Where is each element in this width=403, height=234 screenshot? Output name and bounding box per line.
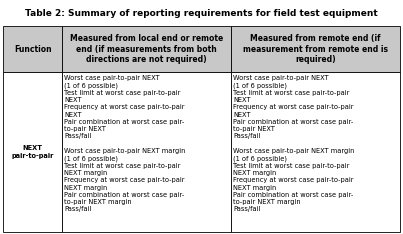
Text: Table 2: Summary of reporting requirements for field test equipment: Table 2: Summary of reporting requiremen… (25, 9, 378, 18)
Bar (3, 72, 62, 232)
Bar (231, 72, 400, 232)
Text: Worst case pair-to-pair NEXT
(1 of 6 possible)
Test limit at worst case pair-to-: Worst case pair-to-pair NEXT (1 of 6 pos… (233, 75, 355, 212)
Text: Worst case pair-to-pair NEXT
(1 of 6 possible)
Test limit at worst case pair-to-: Worst case pair-to-pair NEXT (1 of 6 pos… (64, 75, 186, 212)
Bar (62, 72, 231, 232)
Text: Function: Function (14, 44, 51, 54)
Bar (231, 26, 400, 72)
Bar (3, 26, 62, 72)
Text: NEXT
pair-to-pair: NEXT pair-to-pair (11, 146, 54, 159)
Bar (62, 26, 231, 72)
Text: Measured from remote end (if
measurement from remote end is
required): Measured from remote end (if measurement… (243, 34, 388, 64)
Text: Measured from local end or remote
end (if measurements from both
directions are : Measured from local end or remote end (i… (70, 34, 223, 64)
